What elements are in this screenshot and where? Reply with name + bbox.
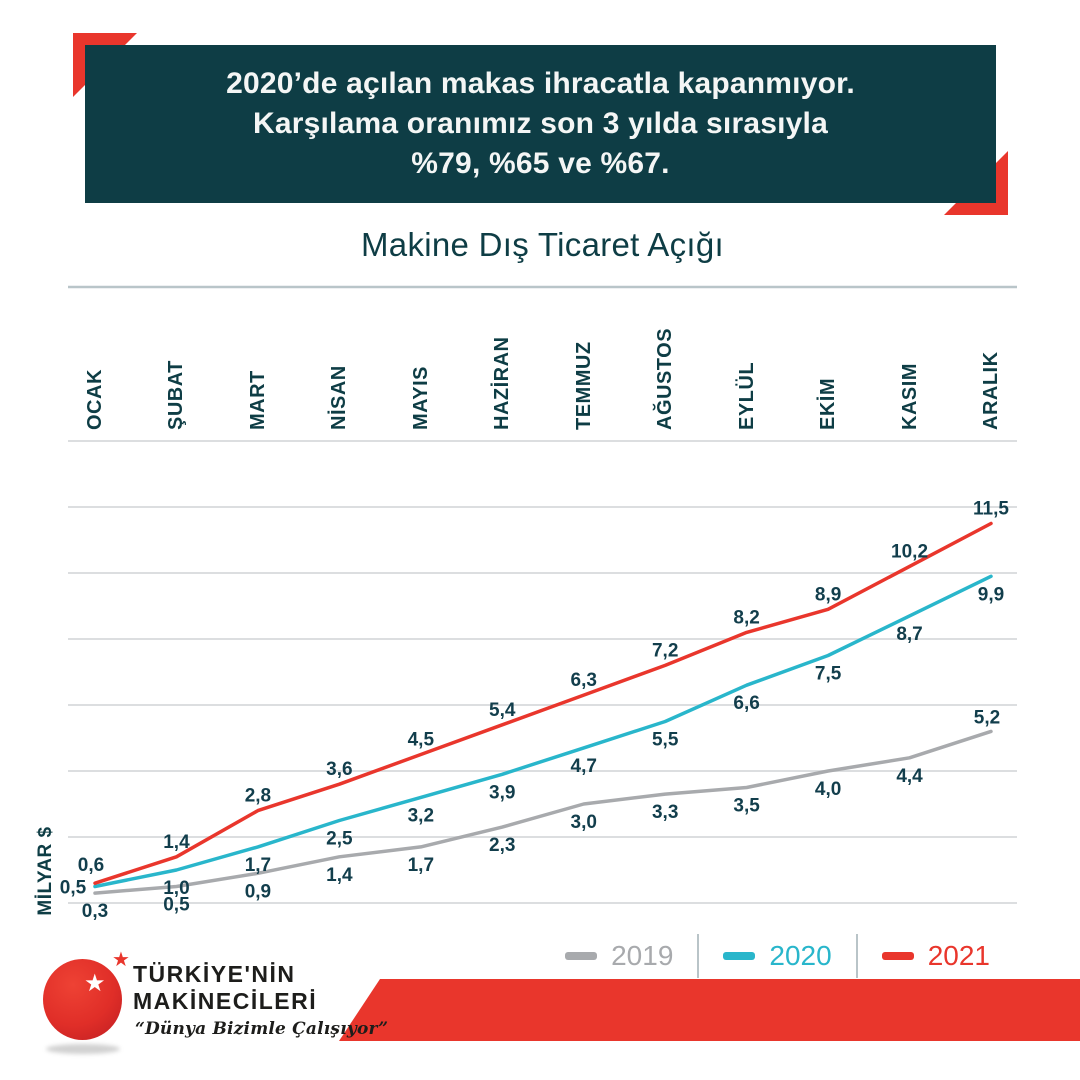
data-label: 3,3 [652,802,678,823]
data-label: 5,2 [974,707,1000,728]
y-axis-label: MİLYAR $ [35,826,56,916]
data-label: 11,5 [973,499,1009,520]
month-label-8: AĞUSTOS [654,327,677,430]
logo-slogan: “Dünya Bizimle Çalışıyor” [135,1019,389,1039]
data-label: 8,2 [733,607,759,628]
series-2021-line [93,521,993,885]
data-label: 0,3 [82,901,108,922]
data-label: 1,0 [163,878,189,899]
data-label: 1,4 [163,832,190,853]
data-label: 0,5 [60,878,87,899]
data-label: 1,7 [245,855,271,876]
month-label-6: HAZİRAN [491,336,514,431]
data-label: 3,9 [489,782,515,803]
data-label: 4,0 [815,779,841,800]
data-label: 9,9 [978,584,1004,605]
month-label-9: EYLÜL [735,361,758,430]
legend-label: 2021 [927,940,990,971]
month-label-3: MART [246,370,269,430]
legend-dash-icon [565,952,598,960]
data-label: 5,5 [652,730,679,751]
data-label: 5,4 [489,700,516,721]
series-2019-line [93,729,993,895]
data-label: 0,9 [245,881,271,902]
month-label-12: ARALIK [979,351,1002,430]
legend-item-2019: 2019 [565,940,673,972]
month-label-11: KASIM [898,363,921,430]
data-label: 3,0 [571,812,597,833]
legend-dash-icon [881,952,914,960]
legend-label: 2019 [611,940,674,971]
legend-label: 2020 [769,940,832,971]
star-icon: ★ [84,969,106,997]
legend-dash-icon [723,952,756,960]
chart-title: Makine Dış Ticaret Açığı [361,226,724,263]
data-label: 3,2 [408,805,434,826]
month-label-1: OCAK [84,369,106,430]
data-label: 4,4 [896,766,923,787]
data-label: 0,5 [163,895,190,916]
data-label: 3,5 [733,796,760,817]
header-line-3: %79, %65 ve %67. [411,147,670,180]
data-label: 0,6 [78,855,104,876]
bottom-ribbon [339,979,1080,1041]
month-label-2: ŞUBAT [165,360,188,430]
legend-divider [697,934,700,978]
logo-title-line2: MAKİNECİLERİ [133,988,318,1014]
month-label-4: NİSAN [328,365,351,430]
legend-item-2020: 2020 [723,940,832,972]
data-label: 2,5 [326,829,353,850]
data-label: 4,5 [408,730,435,751]
data-label: 8,9 [815,584,841,605]
data-label: 6,6 [733,693,759,714]
data-label: 7,5 [815,664,842,685]
legend-divider [855,934,858,978]
data-label: 6,3 [571,670,597,691]
header-line-1: 2020’de açılan makas ihracatla kapanmıyo… [226,67,855,100]
month-label-7: TEMMUZ [572,341,595,430]
legend-item-2021: 2021 [881,940,990,972]
data-label: 10,2 [891,541,928,562]
data-label: 3,6 [326,759,352,780]
data-label: 8,7 [896,624,922,645]
logo-shadow [46,1044,120,1054]
data-label: 2,3 [489,835,515,856]
logo-circle [43,959,122,1040]
header-banner: 2020’de açılan makas ihracatla kapanmıyo… [85,45,996,203]
data-label: 7,2 [652,640,678,661]
data-label: 4,7 [571,756,597,777]
month-label-5: MAYIS [409,365,432,430]
header-line-2: Karşılama oranımız son 3 yılda sırasıyla [253,107,828,140]
star-icon: ★ [112,947,130,971]
data-label: 1,4 [326,865,353,886]
chart-legend: 2019 2020 2021 [565,934,990,978]
data-label: 1,7 [408,855,434,876]
series-2020-line [93,574,993,889]
data-label: 2,8 [245,786,271,807]
month-label-10: EKİM [817,378,840,430]
logo-title-line1: TÜRKİYE'NİN [133,961,296,987]
